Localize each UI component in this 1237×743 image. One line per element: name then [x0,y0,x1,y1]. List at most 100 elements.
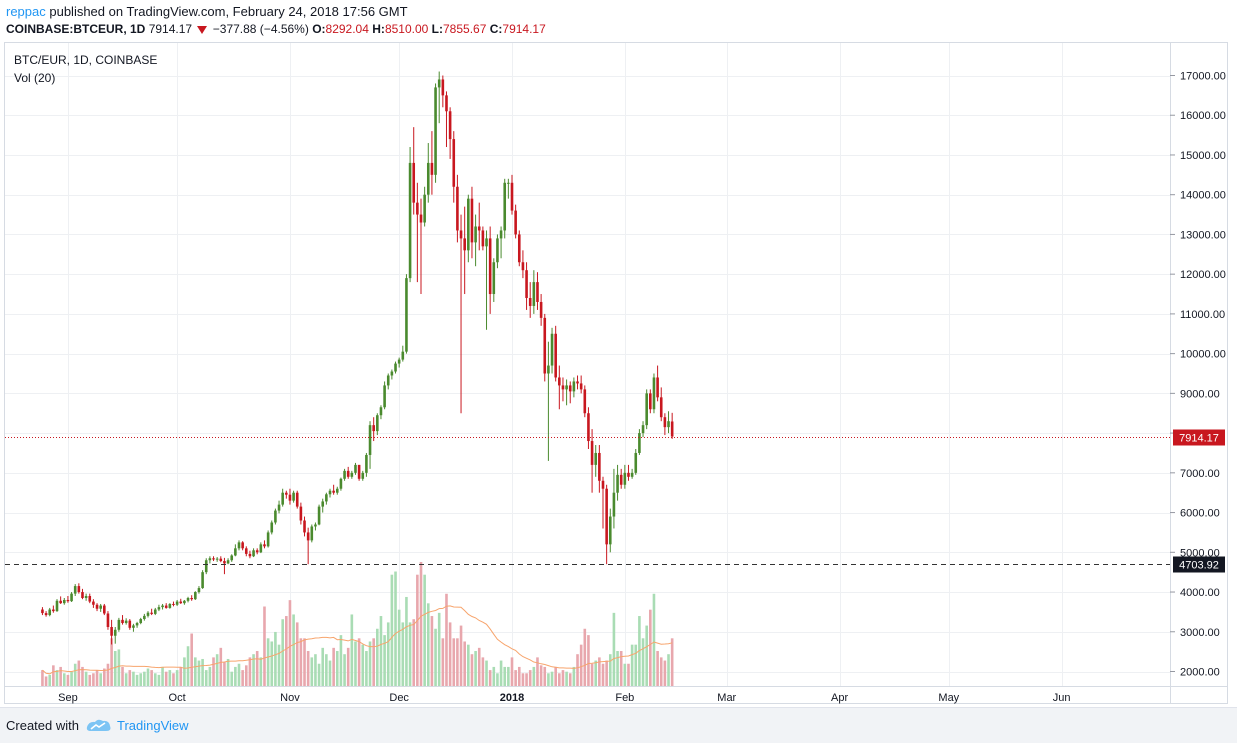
volume-bar [190,633,193,686]
volume-bar [77,660,81,686]
candle-body [84,596,88,598]
candle-body [372,425,375,432]
candle-body [103,605,106,614]
time-tick-label: Mar [717,692,736,704]
candle-body [73,586,77,594]
volume-bar [117,649,121,686]
candle-body [401,351,405,360]
price-chart[interactable]: 2000.00 3000.00 4000.00 5000.00 6000.00 7000.… [0,0,1237,706]
volume-bar [568,673,572,686]
volume-bar [179,666,183,686]
volume-bar [343,654,346,686]
volume-bar [310,657,314,686]
candle-body [430,162,434,175]
volume-bar [295,622,299,686]
volume-bar [139,673,143,686]
created-with-text: Created with [6,718,79,733]
volume-bar [550,671,554,686]
candle-body [532,282,536,306]
candle-body [168,603,172,608]
candle-body [365,454,368,473]
candle-body [612,492,616,517]
volume-bar [252,654,255,686]
volume-bar [463,641,466,686]
candle-body [477,226,481,231]
candle-body [143,615,146,620]
candle-body [110,626,113,636]
candle-body [528,298,532,306]
candle-body [525,270,528,299]
candle-body [598,452,601,481]
volume-bar [350,614,354,686]
volume-bar [652,593,656,686]
candle-body [550,333,554,366]
candle-body [485,238,488,247]
volume-bar [539,665,543,686]
volume-bar [354,641,357,686]
candle-body [55,600,59,612]
volume-bar [510,657,514,686]
volume-bar [619,651,623,686]
volume-bar [150,670,153,686]
volume-bar [579,644,583,686]
volume-bar [285,616,288,686]
candle-body [456,186,459,231]
volume-bar [41,670,44,686]
symbol-label: COINBASE:BTCEUR, 1D [6,22,146,36]
volume-bar [408,622,412,686]
candle-body [321,501,325,507]
volume-bar [201,658,204,686]
volume-bar [532,666,536,686]
volume-bar [565,671,568,686]
time-tick-label: Oct [169,692,186,704]
candle-body [630,472,634,477]
candle-body [263,544,266,547]
time-tick-label: Sep [58,692,78,704]
candle-body [161,605,164,608]
price-tick-label: 12000.00 [1180,269,1226,281]
volume-bar [492,666,496,686]
candle-body [634,452,638,473]
candle-body [627,472,630,477]
support-tag-text: 4703.92 [1179,560,1219,572]
price-axis[interactable]: 2000.00 3000.00 4000.00 5000.00 6000.00 7000.… [1170,71,1226,679]
volume-bar [598,657,601,686]
candle-body [215,558,219,560]
volume-bar [376,628,379,686]
publisher-username[interactable]: reppac [6,4,46,19]
volume-bar [113,651,117,686]
volume-bar [161,666,164,686]
volume-bar [485,660,488,686]
volume-bar [426,603,430,686]
volume-bar [634,644,638,686]
candle-body [543,317,547,374]
candle-body [656,377,659,398]
volume-bar [263,606,266,686]
price-tick-label: 17000.00 [1180,71,1226,83]
volume-bar [175,670,179,686]
candle-body [503,182,507,231]
candle-body [572,381,576,392]
time-tick-label: Apr [831,692,848,704]
volume-bar [583,628,587,686]
candle-body [474,226,477,243]
volume-bar [255,651,259,686]
volume-bar [317,663,321,686]
volume-bar [143,671,146,686]
candle-body [150,612,153,614]
candle-body [383,385,386,408]
candle-body [52,609,55,612]
volume-bar [405,596,408,686]
volume-bar [168,670,172,686]
candle-body [376,415,379,432]
candle-body [426,162,430,195]
volume-bar [368,641,372,686]
candle-body [390,371,394,376]
volume-bar [66,674,70,686]
tradingview-logo-icon[interactable] [86,718,112,734]
volume-bar [467,644,470,686]
time-axis[interactable]: Sep Oct Nov Dec 2018 Feb Mar Apr May Jun [58,692,1070,704]
tradingview-link[interactable]: TradingView [117,718,189,733]
price-tick-label: 16000.00 [1180,110,1226,122]
candle-body [568,385,572,392]
